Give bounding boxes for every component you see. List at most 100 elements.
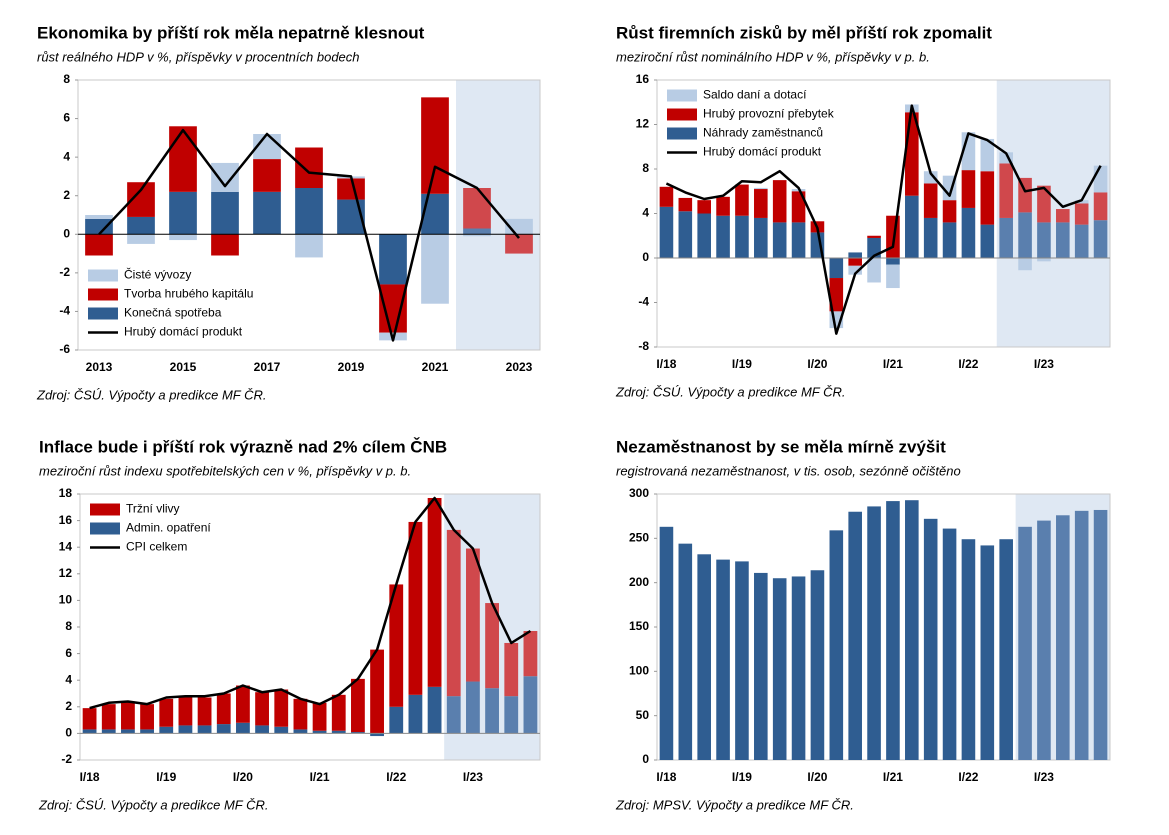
y-tick-label: 14 [59,539,73,553]
bar [980,224,995,258]
bar [427,686,442,734]
bar [942,200,957,223]
bar [1093,220,1108,258]
bar [523,676,538,734]
bar [504,696,519,734]
chart-title: Růst firemních zisků by měl příští rok z… [616,23,992,42]
bar [370,649,384,734]
bar [169,126,197,192]
y-tick-label: -8 [638,339,649,353]
bar [659,186,674,207]
bar [923,171,938,184]
x-tick-label: I/19 [732,357,752,371]
bar [485,688,499,734]
line [665,104,1102,335]
bar [337,178,365,200]
bar [159,698,174,727]
bar [716,196,730,216]
bar [923,518,938,760]
x-tick-label: 2015 [170,360,197,374]
x-tick-label: I/18 [656,770,676,784]
bar [351,678,365,733]
x-tick-label: I/22 [386,770,406,784]
bar [216,693,231,725]
legend-swatch [667,127,697,140]
legend-swatch [90,522,120,535]
bar [980,171,995,225]
y-tick-label: 250 [629,531,649,545]
bar [1074,203,1089,225]
legend-swatch [88,307,118,320]
bar [312,702,327,731]
x-tick-label: I/22 [958,770,978,784]
bar [848,258,862,266]
legend-box [84,262,309,346]
y-tick-label: 0 [642,250,649,264]
bar [659,526,674,760]
x-tick-label: 2013 [86,360,113,374]
bar [999,539,1013,760]
y-tick-label: 16 [636,72,650,86]
bar [446,529,461,697]
bar [408,521,423,695]
x-tick-label: 2019 [338,360,365,374]
legend-swatch [88,269,118,282]
y-tick-label: -2 [61,752,72,766]
bar [1018,526,1032,760]
bar [886,264,900,289]
x-tick-label: I/18 [656,357,676,371]
bar [85,218,113,235]
bar [293,729,308,734]
bar [867,235,881,238]
bar [848,265,862,275]
legend-label: Konečná spotřeba [124,306,222,320]
bar [421,193,449,235]
bar [961,539,976,760]
bar [1018,258,1032,271]
bar [735,184,749,216]
y-tick-label: 0 [63,226,70,240]
bar [82,708,97,730]
chart-title: Ekonomika by příští rok měla nepatrně kl… [37,23,425,42]
forecast-area [996,80,1110,347]
bar [379,234,407,285]
y-tick-label: 12 [636,117,650,131]
bar [1018,212,1032,258]
bar [905,500,919,760]
legend-swatch [90,503,120,516]
bar [848,511,862,760]
bar [772,578,787,760]
bar [1037,222,1051,258]
bar [923,217,938,258]
bar [379,284,407,333]
bar [178,696,193,726]
bar [754,189,768,218]
bar [274,689,289,727]
bar [942,222,957,258]
y-tick-label: 4 [642,206,649,220]
bar [127,216,155,235]
bar [678,211,693,258]
bar [659,206,674,258]
bar [697,554,711,760]
bar [999,152,1013,164]
bar [293,698,308,730]
x-tick-label: I/22 [958,357,978,371]
bar [848,252,862,258]
bar [101,729,116,734]
y-tick-label: 6 [63,111,70,125]
bar [295,188,323,235]
bar [236,722,250,734]
bar [716,559,730,760]
bar [466,548,480,682]
bar [697,200,711,214]
y-tick-label: 8 [642,161,649,175]
chart-subtitle: registrovaná nezaměstnanost, v tis. osob… [616,463,961,478]
bar [312,730,327,734]
line [98,128,520,342]
legend-label: Hrubý domácí produkt [703,145,822,159]
bar [829,278,844,312]
x-tick-label: 2017 [254,360,281,374]
chart-subtitle: růst reálného HDP v %, příspěvky v proce… [37,49,360,64]
legend-label: Náhrady zaměstnanců [703,126,823,140]
